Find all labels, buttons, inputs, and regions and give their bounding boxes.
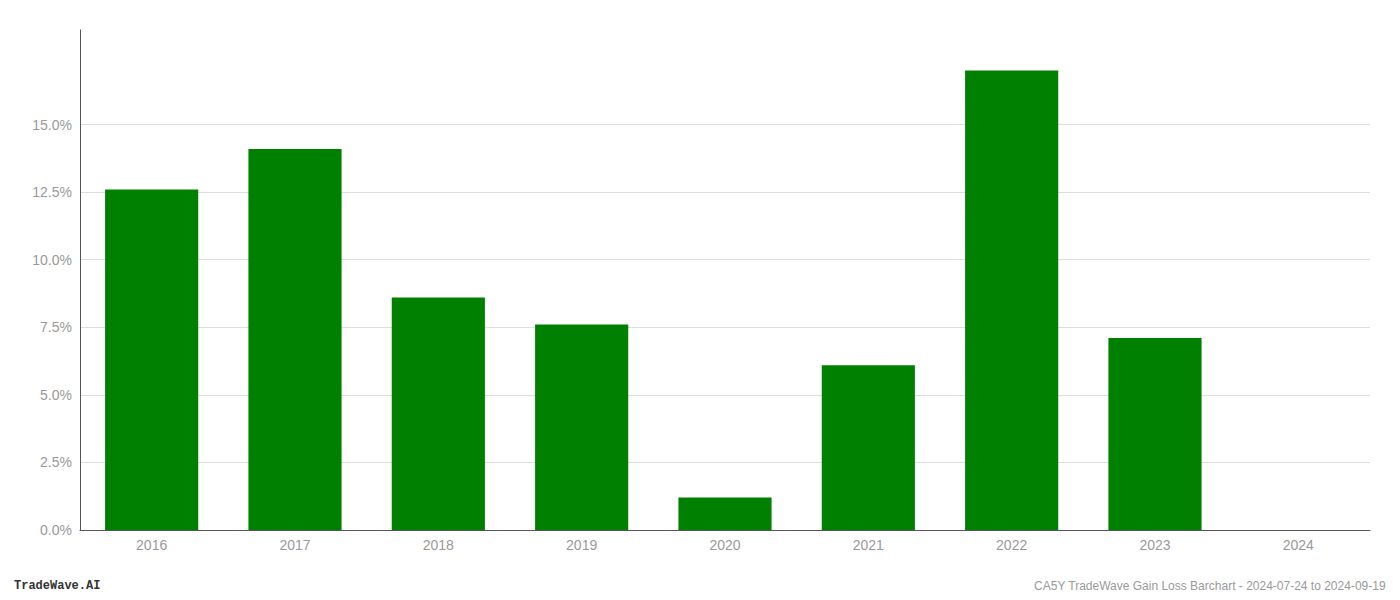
svg-text:2024: 2024	[1283, 537, 1314, 553]
svg-text:10.0%: 10.0%	[32, 252, 72, 268]
svg-text:2023: 2023	[1139, 537, 1170, 553]
svg-text:2018: 2018	[423, 537, 454, 553]
svg-text:2019: 2019	[566, 537, 597, 553]
svg-text:5.0%: 5.0%	[40, 387, 72, 403]
svg-text:2022: 2022	[996, 537, 1027, 553]
svg-text:15.0%: 15.0%	[32, 117, 72, 133]
svg-text:12.5%: 12.5%	[32, 184, 72, 200]
svg-text:2020: 2020	[709, 537, 740, 553]
svg-text:0.0%: 0.0%	[40, 522, 72, 538]
svg-text:2016: 2016	[136, 537, 167, 553]
svg-text:TradeWave.AI: TradeWave.AI	[14, 579, 100, 593]
svg-text:7.5%: 7.5%	[40, 319, 72, 335]
svg-text:2021: 2021	[853, 537, 884, 553]
svg-text:2017: 2017	[279, 537, 310, 553]
svg-text:2.5%: 2.5%	[40, 454, 72, 470]
svg-text:CA5Y TradeWave Gain Loss Barch: CA5Y TradeWave Gain Loss Barchart - 2024…	[1034, 579, 1386, 593]
